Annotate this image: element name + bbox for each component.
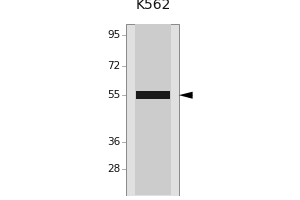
Text: 28: 28: [107, 164, 121, 174]
Text: K562: K562: [135, 0, 171, 12]
Text: 72: 72: [107, 61, 121, 71]
Bar: [127, 24, 179, 196]
Bar: [136, 91, 170, 99]
Polygon shape: [179, 92, 193, 99]
Text: 36: 36: [107, 137, 121, 147]
Text: 55: 55: [107, 90, 121, 100]
Bar: [135, 24, 171, 195]
Text: 95: 95: [107, 30, 121, 40]
